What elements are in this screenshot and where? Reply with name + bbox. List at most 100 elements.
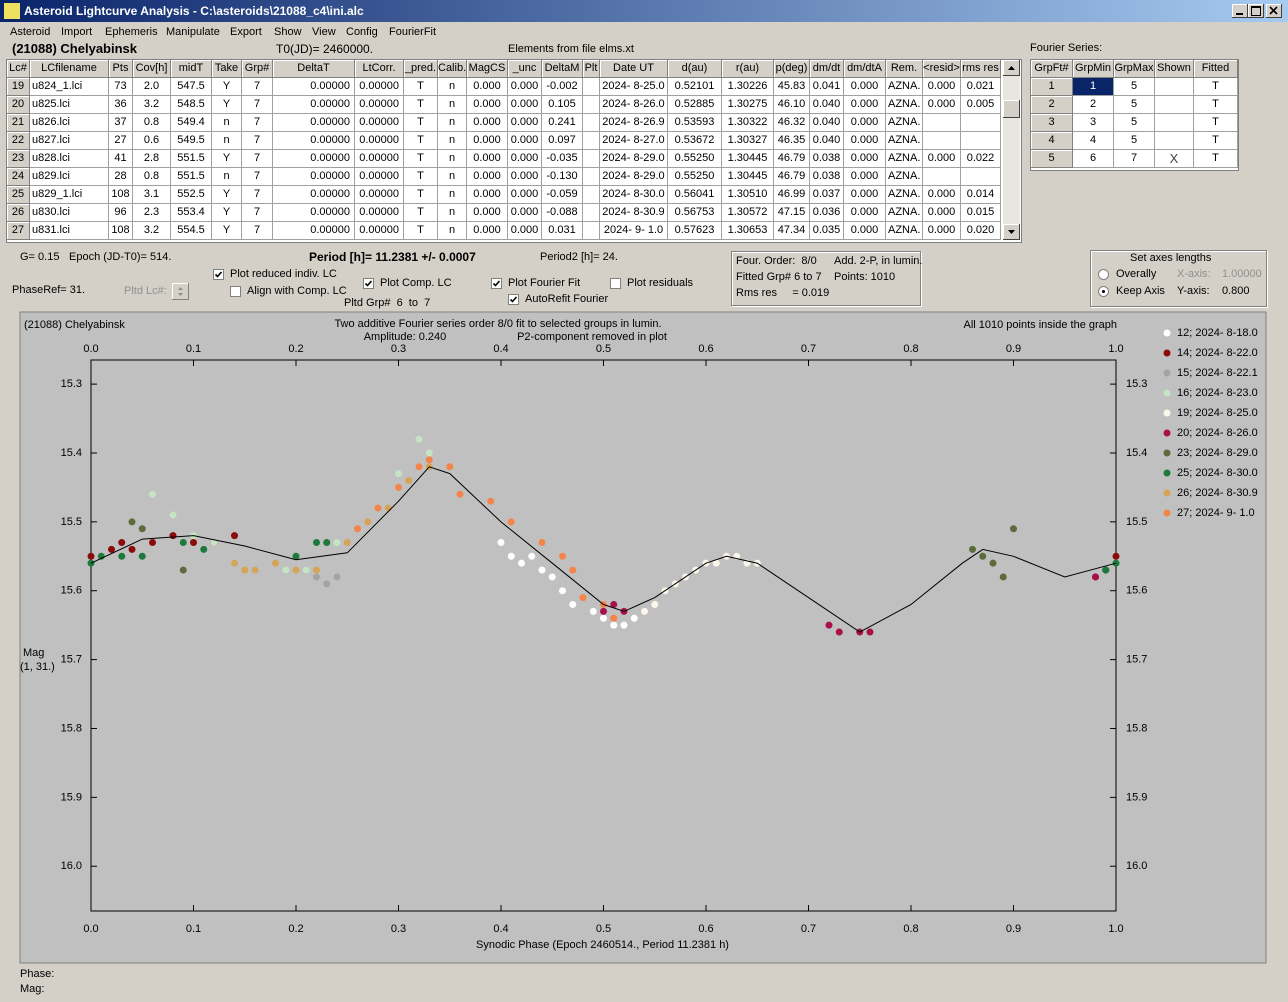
menu-item[interactable]: FourierFit	[389, 26, 437, 38]
table-cell[interactable]: 4	[1073, 132, 1114, 150]
table-cell: 0.000	[923, 150, 961, 168]
table-cell: 0.000	[508, 168, 542, 186]
row-header[interactable]: 2	[1031, 96, 1073, 114]
table-cell[interactable]	[1155, 132, 1194, 150]
table-cell[interactable]: T	[1194, 78, 1238, 96]
data-point	[292, 566, 300, 574]
column-header: r(au)	[722, 60, 774, 78]
checkbox[interactable]	[491, 278, 502, 289]
table-cell: 1.30653	[722, 222, 774, 240]
menu-item[interactable]: View	[312, 26, 336, 38]
checkbox-label[interactable]: Plot residuals	[627, 277, 694, 289]
table-cell[interactable]: 5	[1114, 78, 1155, 96]
scroll-up[interactable]	[1003, 60, 1020, 76]
row-header[interactable]: 3	[1031, 114, 1073, 132]
x-tick-label: 0.6	[698, 343, 713, 355]
table-cell[interactable]: 5	[1114, 114, 1155, 132]
table-cell	[583, 204, 600, 222]
x-tick-label: 1.0	[1108, 343, 1123, 355]
data-point	[231, 559, 238, 567]
table-cell: 0.038	[810, 168, 844, 186]
row-header[interactable]: 4	[1031, 132, 1073, 150]
checkbox-label[interactable]: AutoRefit Fourier	[525, 293, 609, 305]
row-header[interactable]: 26	[7, 204, 30, 222]
data-point	[108, 545, 115, 553]
checkbox-label[interactable]: Align with Comp. LC	[247, 285, 347, 297]
table-cell: 0.000	[844, 78, 886, 96]
menu-item[interactable]: Import	[61, 26, 93, 38]
table-cell[interactable]: T	[1194, 132, 1238, 150]
y-tick-label: 15.8	[1126, 722, 1147, 734]
table-cell: 108	[109, 222, 133, 240]
table-cell: 7	[242, 132, 273, 150]
table-cell[interactable]: 7	[1114, 150, 1155, 168]
column-header: midT	[171, 60, 212, 78]
row-header[interactable]: 19	[7, 78, 30, 96]
checkbox[interactable]	[363, 278, 374, 289]
table-cell: -0.035	[542, 150, 583, 168]
row-header[interactable]: 27	[7, 222, 30, 240]
data-point	[702, 559, 710, 567]
menu-item[interactable]: Asteroid	[10, 26, 51, 38]
table-cell[interactable]: T	[1194, 150, 1238, 168]
minimize-button[interactable]	[1232, 4, 1248, 18]
table-cell: 28	[109, 168, 133, 186]
row-header[interactable]: 5	[1031, 150, 1073, 168]
data-point	[149, 490, 156, 498]
row-header[interactable]: 20	[7, 96, 30, 114]
checkbox[interactable]	[610, 278, 621, 289]
checkbox[interactable]	[508, 294, 519, 305]
row-header[interactable]: 24	[7, 168, 30, 186]
row-header[interactable]: 21	[7, 114, 30, 132]
y-tick-label: 15.5	[1126, 516, 1147, 528]
table-cell[interactable]: T	[1194, 114, 1238, 132]
row-header[interactable]: 1	[1031, 78, 1073, 96]
scrollbar[interactable]	[1003, 60, 1020, 240]
menu-item[interactable]: Ephemeris	[105, 26, 158, 38]
checkbox[interactable]	[213, 269, 224, 280]
row-header[interactable]: 25	[7, 186, 30, 204]
table-cell[interactable]: 6	[1073, 150, 1114, 168]
table-cell: 0.55250	[668, 168, 722, 186]
period2-value: Period2 [h]= 24.	[540, 251, 618, 263]
radio-button[interactable]	[1098, 269, 1109, 280]
table-cell[interactable]	[1155, 78, 1194, 96]
checkbox-label[interactable]: Plot reduced indiv. LC	[230, 268, 337, 280]
menu-item[interactable]: Export	[230, 26, 262, 38]
checkbox-label[interactable]: Plot Fourier Fit	[508, 277, 581, 289]
table-cell: n	[438, 96, 467, 114]
pltd-lc-spinner[interactable]	[172, 283, 189, 300]
radio-label[interactable]: Keep Axis	[1116, 285, 1165, 297]
table-cell[interactable]: 3	[1073, 114, 1114, 132]
checkbox-label[interactable]: Plot Comp. LC	[380, 277, 452, 289]
scroll-down[interactable]	[1003, 224, 1020, 240]
maximize-button[interactable]	[1248, 4, 1264, 18]
close-button[interactable]	[1266, 4, 1282, 18]
menu-item[interactable]: Manipulate	[166, 26, 220, 38]
row-header[interactable]: 23	[7, 150, 30, 168]
table-cell[interactable]: T	[1194, 96, 1238, 114]
data-point	[835, 628, 843, 636]
table-cell[interactable]: X	[1155, 150, 1194, 168]
table-cell: 0.56041	[668, 186, 722, 204]
menu-item[interactable]: Show	[274, 26, 302, 38]
table-cell[interactable]: 2	[1073, 96, 1114, 114]
row-header[interactable]: 22	[7, 132, 30, 150]
menu-item[interactable]: Config	[346, 26, 378, 38]
scroll-thumb[interactable]	[1003, 100, 1020, 118]
table-cell: 7	[242, 204, 273, 222]
table-cell[interactable]: 5	[1114, 132, 1155, 150]
table-cell[interactable]	[1155, 96, 1194, 114]
table-cell: 46.35	[774, 132, 810, 150]
data-point	[313, 566, 320, 574]
table-cell[interactable]: 5	[1114, 96, 1155, 114]
radio-label[interactable]: Overally	[1116, 268, 1157, 280]
radio-button[interactable]	[1098, 286, 1109, 297]
table-cell[interactable]	[1155, 114, 1194, 132]
table-cell: AZNA.	[886, 78, 923, 96]
checkbox[interactable]	[230, 286, 241, 297]
status-mag: Mag:	[20, 983, 45, 995]
table-cell[interactable]: 1	[1073, 78, 1114, 96]
table-cell: 0.000	[844, 204, 886, 222]
table-cell: 0.8	[133, 168, 171, 186]
